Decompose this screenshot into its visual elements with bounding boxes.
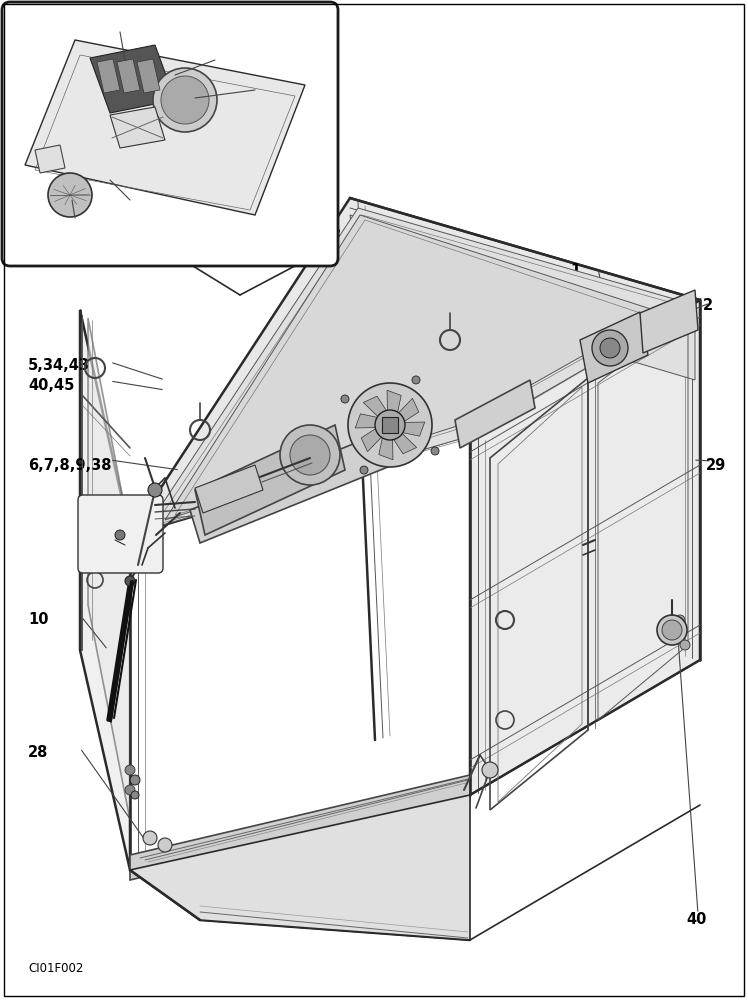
Circle shape	[130, 775, 140, 785]
FancyBboxPatch shape	[382, 417, 398, 433]
Circle shape	[675, 615, 685, 625]
Polygon shape	[130, 775, 470, 880]
Circle shape	[360, 466, 368, 474]
Polygon shape	[130, 198, 700, 535]
Polygon shape	[387, 390, 401, 425]
Text: 2: 2	[703, 298, 713, 313]
Circle shape	[143, 831, 157, 845]
Polygon shape	[130, 795, 470, 940]
Text: 5,34,43: 5,34,43	[28, 358, 90, 373]
Text: 6,7,8,9,38: 6,7,8,9,38	[28, 458, 111, 473]
Text: 40,45: 40,45	[28, 378, 74, 393]
Circle shape	[592, 330, 628, 366]
Circle shape	[48, 173, 92, 217]
Polygon shape	[195, 425, 345, 535]
Text: 1: 1	[570, 263, 580, 278]
FancyBboxPatch shape	[2, 2, 338, 266]
Polygon shape	[90, 45, 175, 113]
Polygon shape	[137, 59, 160, 93]
Circle shape	[412, 376, 420, 384]
Circle shape	[431, 447, 439, 455]
FancyBboxPatch shape	[78, 495, 163, 573]
Polygon shape	[390, 422, 425, 436]
Text: CI01F002: CI01F002	[28, 962, 83, 975]
Circle shape	[600, 338, 620, 358]
Circle shape	[662, 620, 682, 640]
Polygon shape	[391, 398, 419, 428]
Polygon shape	[195, 465, 263, 513]
Polygon shape	[165, 215, 660, 520]
Polygon shape	[455, 380, 535, 448]
Polygon shape	[25, 40, 305, 215]
Polygon shape	[80, 310, 130, 870]
Polygon shape	[378, 425, 393, 460]
Polygon shape	[145, 208, 695, 530]
Circle shape	[280, 425, 340, 485]
Circle shape	[482, 762, 498, 778]
Text: 29: 29	[706, 458, 726, 473]
Text: 32: 32	[148, 505, 168, 520]
Polygon shape	[387, 426, 417, 454]
Text: 28: 28	[28, 745, 49, 760]
Polygon shape	[580, 312, 648, 383]
Circle shape	[115, 530, 125, 540]
Circle shape	[341, 395, 349, 403]
Polygon shape	[361, 422, 389, 452]
Text: 14,15: 14,15	[28, 215, 75, 230]
Circle shape	[657, 615, 687, 645]
Circle shape	[348, 383, 432, 467]
Polygon shape	[355, 414, 390, 428]
Text: 13,33,37,42,47: 13,33,37,42,47	[295, 228, 419, 243]
Circle shape	[680, 640, 690, 650]
Circle shape	[153, 68, 217, 132]
Text: 40: 40	[686, 912, 706, 927]
Text: 19,25,26: 19,25,26	[170, 55, 242, 70]
Circle shape	[375, 410, 405, 440]
Circle shape	[148, 483, 162, 497]
Text: 10: 10	[28, 612, 49, 627]
Text: 18,20,22: 18,20,22	[95, 30, 168, 45]
Text: 18,21,24: 18,21,24	[210, 83, 283, 98]
Polygon shape	[190, 425, 410, 543]
Polygon shape	[350, 215, 695, 380]
Circle shape	[125, 576, 135, 586]
Circle shape	[131, 791, 139, 799]
Polygon shape	[364, 396, 393, 424]
Circle shape	[125, 765, 135, 775]
Circle shape	[158, 838, 172, 852]
Circle shape	[161, 76, 209, 124]
Polygon shape	[88, 318, 130, 820]
Polygon shape	[97, 59, 120, 93]
Polygon shape	[110, 107, 165, 148]
Text: 19,20,23: 19,20,23	[87, 195, 159, 210]
Polygon shape	[640, 290, 698, 353]
Circle shape	[125, 785, 135, 795]
Polygon shape	[470, 300, 700, 795]
Polygon shape	[117, 59, 140, 93]
Polygon shape	[35, 145, 65, 173]
Circle shape	[290, 435, 330, 475]
